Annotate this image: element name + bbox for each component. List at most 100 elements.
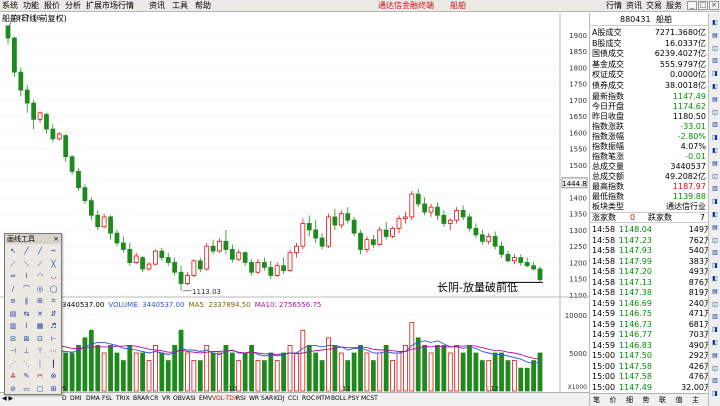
indicator-tab[interactable]: CCI [288,395,299,402]
side-tool-icon[interactable]: ◨ [712,198,718,206]
bars-icon[interactable]: ▥ [9,322,17,330]
side-tool-icon[interactable]: ▤ [712,95,718,103]
right-tick-icon[interactable]: ⊣ [9,347,17,355]
cursor-icon[interactable]: ↖ [10,247,16,255]
fibonacci-icon[interactable]: ≡ [10,297,16,305]
side-tool-icon[interactable]: ◧ [712,211,718,218]
indicator-tab[interactable]: OBV [173,395,186,402]
side-tool-icon[interactable]: ◫ [712,300,718,308]
drawing-toolbar[interactable]: 画线工具 × ↖ ╱ ╱ ┅ ⟋ ⟍ ⟋ ╳ ═ ⌇ ◠ ◡ ∕ ⌒ ◎ ◯ ≡ ∥ ⊞ ⌗ ▤ ⇆ ✕ ⇵ ▥ ⌇ ▦ ♬ ⊟ ⊠ ⊡ ⊢ ⊣… [4,233,62,395]
indicator-tab[interactable]: DMA [86,395,100,402]
indicator-tab[interactable]: VOL-TDX [212,395,238,402]
slope-icon[interactable]: ∕ [11,284,15,293]
hide-icon[interactable]: ⊘ [10,384,16,393]
frame-icon[interactable]: ▢ [36,384,44,393]
quote-tab[interactable]: 势 [642,396,650,404]
menu-analysis[interactable]: 分析 [65,1,81,10]
text-icon[interactable]: A [10,372,16,380]
menu-help[interactable]: 帮助 [195,1,211,10]
side-tool-icon[interactable]: ◨ [712,262,718,270]
side-tool-icon[interactable]: ▥ [712,57,718,65]
restore-icon[interactable]: □ [698,1,708,10]
indicator-tab[interactable]: MTM [316,395,331,402]
side-tool-icon[interactable]: ◧ [712,147,718,154]
indicator-tab[interactable]: FSL [102,395,113,402]
tab-scroll-icon[interactable]: ◀ ▶ [2,395,14,402]
side-tool-icon[interactable]: ◨ [712,70,718,78]
rising-dots-icon[interactable]: ⋰ [9,359,17,368]
side-tool-icon[interactable]: ▥ [712,185,718,193]
down-line-icon[interactable]: ⟍ [24,259,29,268]
indicator-tab[interactable]: TRIX [116,395,130,402]
left-tick-icon[interactable]: ⊢ [50,334,57,343]
side-tool-icon[interactable]: ◧ [712,83,718,90]
music-icon[interactable]: ♬ [50,322,57,330]
ray-icon[interactable]: ╱ [37,247,43,255]
box-icon[interactable]: ▤ [9,309,17,318]
side-tool-icon[interactable]: ◧ [712,19,718,26]
indicator-tab[interactable]: RSI [236,395,246,402]
arc-up-icon[interactable]: ◠ [36,272,44,280]
line-icon[interactable]: ╱ [24,247,29,255]
side-tool-icon[interactable]: ◨ [712,326,718,334]
menu-tools[interactable]: 工具 [172,1,188,10]
menu-function[interactable]: 功能 [23,1,39,10]
indicator-tab[interactable]: SAR [261,395,274,402]
side-tool-icon[interactable]: ◫ [712,108,718,116]
dashed-line-icon[interactable]: ┅ [51,247,56,255]
indicator-tab[interactable]: BOLL [331,395,347,402]
vline-icon[interactable]: ⏐ [38,359,42,368]
cross-icon[interactable]: ╳ [51,259,56,268]
menu-system[interactable]: 系统 [2,1,18,10]
indicator-tab[interactable]: VR [162,395,171,402]
wave-icon[interactable]: ⌇ [24,272,29,280]
plus-box-icon[interactable]: ⊞ [50,384,57,393]
side-tool-icon[interactable]: ◫ [712,44,718,52]
minus-box-icon[interactable]: ⊟ [10,334,16,343]
delete-icon[interactable]: ⊗ [50,372,57,380]
indicator-tab[interactable]: D [62,395,67,402]
indicator-tab[interactable]: KDJ [274,395,285,402]
falling-dots-icon[interactable]: ⋱ [23,359,30,368]
minimize-icon[interactable]: _ [687,1,697,10]
drawing-toolbar-close-icon[interactable]: × [53,235,59,243]
indicator-tab[interactable]: DMI [70,395,82,402]
kline-chart[interactable]: 1900185018001750170016501600155015001450… [0,13,589,392]
side-tool-icon[interactable]: ▤ [712,287,718,295]
indicator-tab[interactable]: ROC [302,395,316,402]
x-icon[interactable]: ✕ [37,309,43,318]
rect-icon[interactable]: ▭ [23,384,30,393]
thick-vline-icon[interactable]: ┃ [51,359,56,368]
ellipse-icon[interactable]: ◯ [49,284,58,293]
side-tool-icon[interactable]: ▤ [712,159,718,167]
side-tool-icon[interactable]: ▥ [712,249,718,257]
menu-news[interactable]: 资讯 [149,1,165,10]
up-tick-icon[interactable]: ⊥ [23,347,30,355]
quote-tab[interactable]: 细 [626,396,633,404]
side-tool-icon[interactable]: ◫ [712,172,718,180]
quote-tab[interactable]: 值 [675,396,683,404]
top-link-trade[interactable]: 交易 [646,1,662,10]
trend-line-icon[interactable]: ⟋ [10,259,16,268]
side-tool-icon[interactable]: ◨ [712,390,718,398]
side-tool-icon[interactable]: ◫ [712,364,718,372]
top-link-news[interactable]: 资讯 [626,1,642,10]
curve-icon[interactable]: ⌒ [23,284,30,293]
swap-icon[interactable]: ⇆ [23,309,30,318]
quote-tab[interactable]: 笔 [593,396,600,404]
side-tool-icon[interactable]: ◧ [712,339,718,346]
indicator-tab[interactable]: EMV [199,395,213,402]
side-tool-icon[interactable]: ◫ [712,236,718,244]
indicator-tab[interactable]: BRAR [133,395,150,402]
indicator-tab[interactable]: ASI [186,395,196,402]
down-tick-icon[interactable]: ⊤ [36,347,44,355]
top-link-service[interactable]: 服务 [666,1,682,10]
side-tool-icon[interactable]: ▤ [712,31,718,39]
side-tool-icon[interactable]: ▥ [712,121,718,129]
double-line-icon[interactable]: ═ [10,272,16,280]
side-tool-icon[interactable]: ◨ [712,134,718,142]
split-icon[interactable]: ⇵ [50,309,57,318]
side-tool-icon[interactable]: ◧ [712,275,718,282]
dots-icon[interactable]: ⋯ [50,347,57,355]
matrix-icon[interactable]: ▦ [36,322,44,330]
